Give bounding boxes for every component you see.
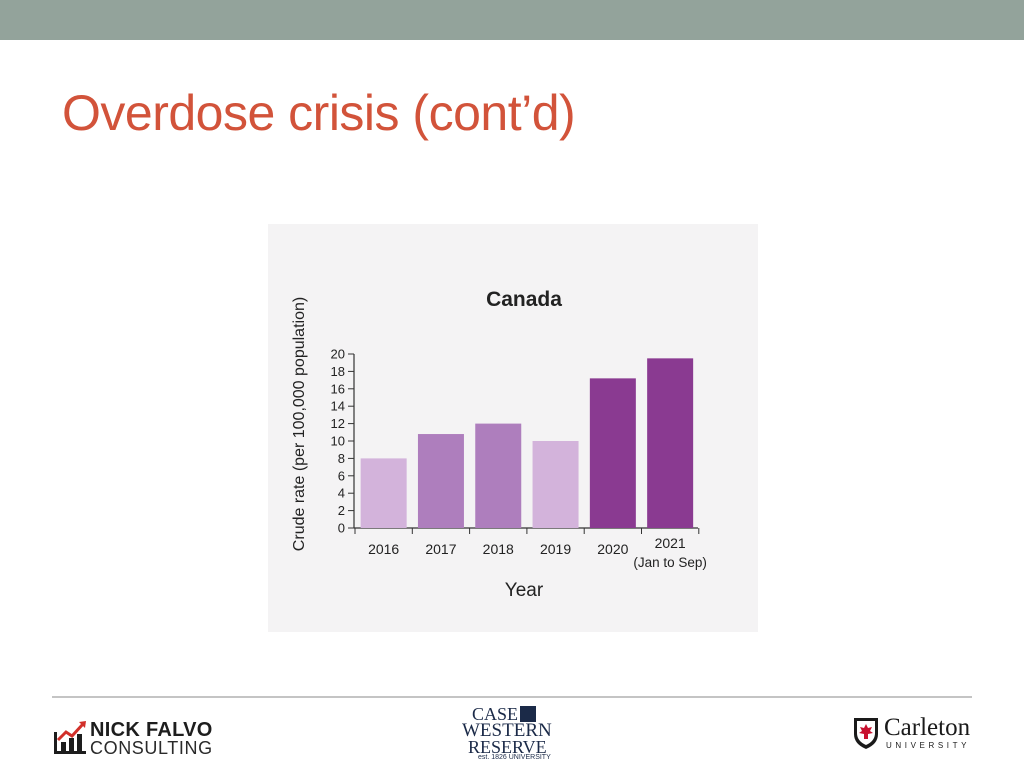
y-tick-label: 16	[331, 381, 345, 396]
carleton-logo-subtitle: UNIVERSITY	[886, 741, 971, 750]
x-axis-label: Year	[505, 580, 544, 601]
x-tick-label: 2020	[597, 541, 628, 557]
bars	[360, 358, 694, 528]
chart-panel: Canada Crude rate (per 100,000 populatio…	[268, 224, 758, 632]
top-band	[0, 0, 1024, 40]
x-tick-label: 2019	[540, 541, 571, 557]
bar-2021	[647, 358, 694, 528]
bar-2020	[589, 378, 636, 528]
nick-falvo-consulting-logo: NICK FALVO CONSULTING	[52, 716, 222, 758]
bar-2017	[417, 434, 464, 528]
bar-2016	[360, 458, 407, 528]
y-tick-label: 14	[331, 399, 345, 414]
maple-leaf-shield-icon	[854, 718, 878, 749]
y-tick-label: 0	[338, 521, 345, 536]
y-axis: 0 2 4 6 8 10 12 14 16 18 20	[331, 347, 355, 536]
case-western-reserve-logo: CASE WESTERN RESERVE est. 1826 UNIVERSIT…	[458, 704, 552, 762]
y-tick-label: 8	[338, 451, 345, 466]
y-tick-label: 6	[338, 468, 345, 483]
y-tick-label: 4	[338, 486, 345, 501]
x-tick-label: 2021	[655, 535, 686, 551]
falvo-logo-name: NICK FALVO	[90, 719, 213, 741]
x-tick-note: (Jan to Sep)	[633, 555, 707, 570]
bar-2018	[475, 423, 522, 528]
carleton-university-logo: Carleton UNIVERSITY	[852, 712, 976, 752]
y-axis-label: Crude rate (per 100,000 population)	[291, 297, 308, 551]
cwru-emblem-icon	[520, 706, 536, 722]
y-tick-label: 20	[331, 347, 345, 362]
footer-divider	[52, 696, 972, 698]
carleton-logo-name: Carleton	[884, 714, 971, 741]
cwru-line-2: WESTERN	[462, 720, 552, 741]
y-tick-label: 12	[331, 416, 345, 431]
y-tick-label: 10	[331, 434, 345, 449]
bar-chart: Canada Crude rate (per 100,000 populatio…	[291, 288, 707, 601]
bar-chart-arrow-icon	[54, 721, 86, 754]
falvo-logo-subtitle: CONSULTING	[90, 738, 213, 758]
x-axis: 2016 2017 2018 2019 2020 2021 (Jan to Sep)	[354, 527, 707, 570]
x-tick-label: 2017	[425, 541, 456, 557]
x-tick-label: 2018	[483, 541, 514, 557]
y-tick-label: 18	[331, 364, 345, 379]
x-tick-label: 2016	[368, 541, 399, 557]
y-tick-label: 2	[338, 503, 345, 518]
cwru-line-3: RESERVE	[468, 737, 547, 757]
bar-2019	[532, 441, 579, 528]
cwru-line-1: CASE	[472, 704, 519, 724]
cwru-line-4: est. 1826 UNIVERSITY	[478, 754, 551, 761]
chart-title: Canada	[486, 288, 562, 311]
slide-title: Overdose crisis (cont’d)	[62, 85, 576, 141]
